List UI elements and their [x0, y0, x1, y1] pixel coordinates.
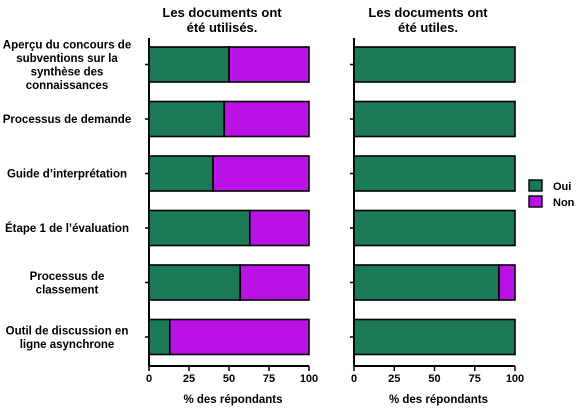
category-label-line: Étape 1 de l’évaluation [5, 222, 129, 235]
category-label: Processus de demande [3, 114, 131, 126]
legend-swatch-oui [528, 179, 543, 192]
category-label-line: Processus de [30, 271, 105, 283]
legend-label-oui: Oui [553, 181, 571, 193]
bar-segment-oui [353, 209, 516, 247]
category-label-line: classement [36, 284, 99, 296]
x-tick-label: 100 [506, 373, 524, 385]
bar-segment-non [498, 264, 516, 301]
category-label-line: ligne asynchrone [20, 339, 115, 351]
x-axis-label: % des répondants [389, 394, 488, 406]
bar-segment-non [212, 155, 310, 192]
panel-title: Les documents ont été utiles. [368, 5, 488, 35]
bar-segment-oui [353, 100, 516, 138]
category-label-line: Processus de demande [3, 114, 131, 126]
category-label: Processus de classement [30, 271, 105, 297]
category-label-line: synthèse des [31, 66, 104, 78]
bar-segment-oui [353, 264, 500, 301]
category-label-line: Outil de discussion en [6, 325, 129, 337]
bar-segment-oui [148, 264, 241, 301]
bar-segment-oui [148, 209, 251, 247]
x-tick-label: 50 [428, 373, 440, 385]
legend-label-non: Non [553, 197, 575, 209]
panel-title: Les documents ont été utilisés. [162, 5, 282, 35]
category-label-line: subventions sur la [16, 53, 118, 65]
bar-segment-non [249, 209, 310, 247]
x-tick-label: 0 [351, 373, 357, 385]
panel-title-line: été utilisés. [187, 20, 258, 35]
panel-title-line: Les documents ont [162, 5, 282, 20]
category-label-line: Aperçu du concours de [3, 39, 131, 51]
category-label: Aperçu du concours de subventions sur la s… [3, 39, 131, 92]
legend-swatch-non [528, 195, 543, 208]
category-label: Guide d’interprétation [7, 169, 127, 181]
category-label: Outil de discussion en ligne asynchrone [6, 325, 129, 351]
bar-segment-oui [148, 318, 171, 356]
bar-segment-oui [353, 155, 516, 192]
category-label: Étape 1 de l’évaluation [5, 222, 129, 235]
bar-segment-non [239, 264, 310, 301]
x-tick-label: 75 [263, 373, 275, 385]
category-label-line: Guide d’interprétation [7, 169, 127, 181]
x-tick-label: 25 [388, 373, 400, 385]
bar-segment-non [223, 100, 310, 138]
bar-segment-oui [353, 46, 516, 83]
bar-segment-oui [148, 100, 225, 138]
x-axis-label: % des répondants [183, 394, 282, 406]
bar-segment-non [169, 318, 310, 356]
panel-title-line: Les documents ont [368, 5, 488, 20]
x-tick-label: 75 [469, 373, 481, 385]
bar-segment-oui [148, 155, 214, 192]
x-tick-label: 50 [223, 373, 235, 385]
category-label-line: connaissances [26, 80, 108, 92]
x-tick-label: 25 [183, 373, 195, 385]
bar-segment-non [228, 46, 310, 83]
bar-segment-oui [353, 318, 516, 356]
x-tick-label: 0 [146, 373, 152, 385]
bar-segment-oui [148, 46, 230, 83]
x-tick-label: 100 [300, 373, 318, 385]
panel-title-line: été utiles. [398, 20, 458, 35]
